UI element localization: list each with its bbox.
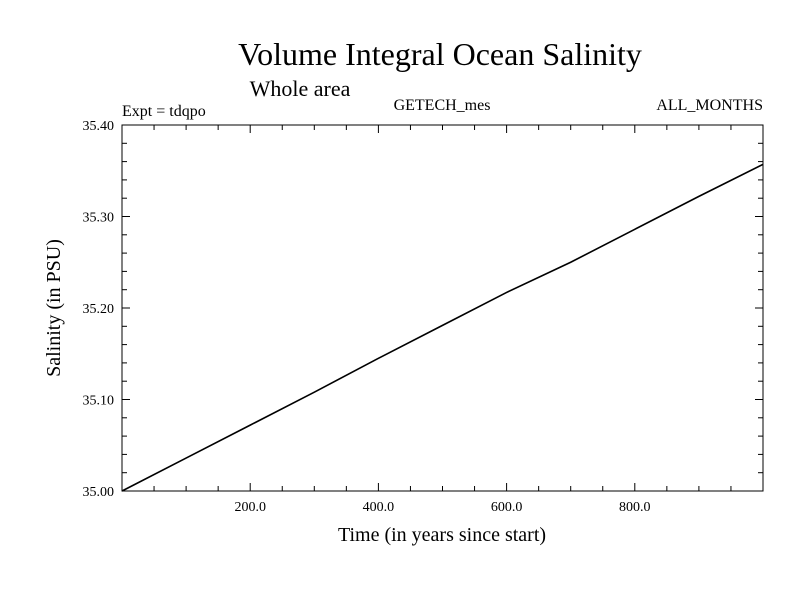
y-tick-label: 35.10 [83,394,115,409]
series-layer [121,163,764,492]
x-axis-label: Time (in years since start) [338,524,546,546]
salinity-series-line [121,163,764,492]
experiment-label: Expt = tdqpo [122,103,206,120]
y-axis-label: Salinity (in PSU) [43,239,65,377]
x-tick-label: 200.0 [234,500,266,515]
x-tick-label: 600.0 [491,500,523,515]
x-tick-label: 800.0 [619,500,651,515]
months-label: ALL_MONTHS [656,97,763,114]
y-tick-label: 35.30 [83,211,115,226]
y-tick-label: 35.00 [83,485,115,500]
tick-labels: 200.0 400.0 600.0 800.0 35.00 35.10 35.20 35.30… [83,119,651,515]
dataset-label: GETECH_mes [394,97,491,114]
x-tick-label: 400.0 [363,500,395,515]
axis-ticks [122,125,763,491]
chart-title: Volume Integral Ocean Salinity [238,36,642,72]
plot-frame [121,124,764,492]
y-tick-label: 35.20 [83,302,115,317]
y-tick-label: 35.40 [83,119,115,134]
chart-subtitle: Whole area [250,76,351,101]
